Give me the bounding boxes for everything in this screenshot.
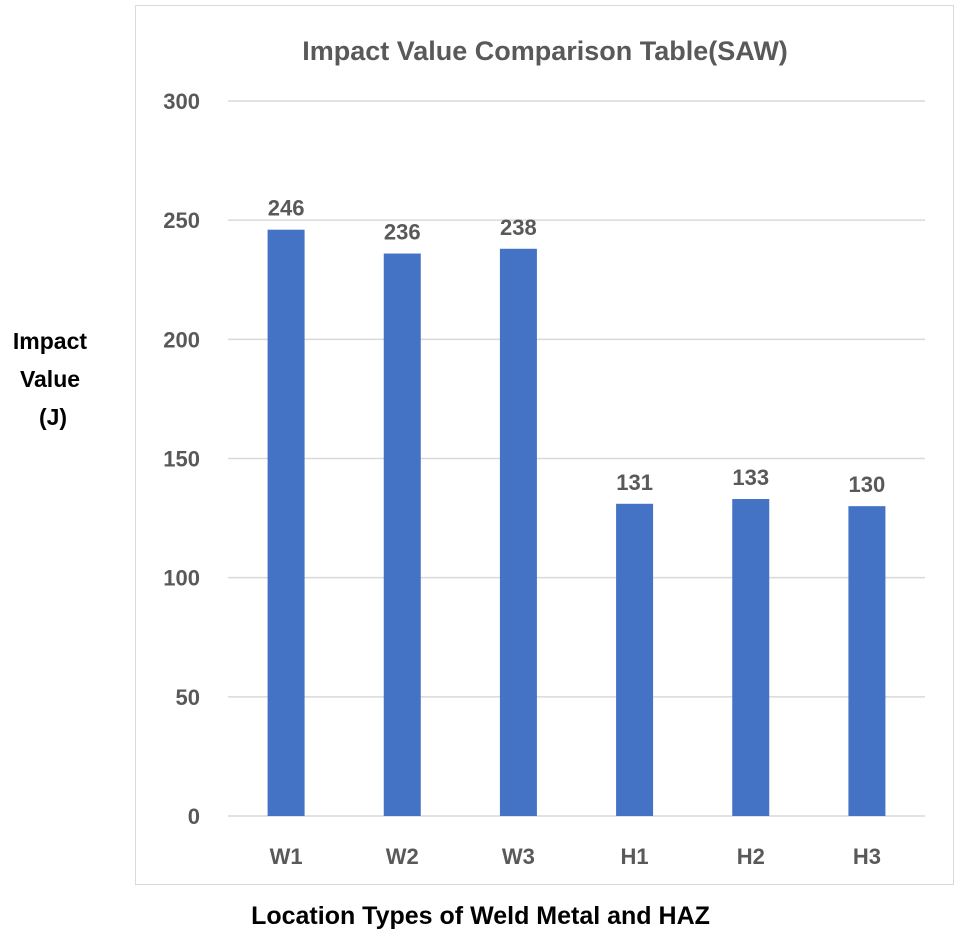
data-label-w3: 238	[500, 215, 537, 240]
bar-h1	[616, 503, 654, 816]
y-axis-title: Impact Value (J)	[0, 322, 100, 436]
y-axis-title-line-3: (J)	[38, 404, 68, 430]
x-tick-label-w3: W3	[502, 844, 535, 869]
data-label-h3: 130	[849, 472, 886, 497]
data-label-h2: 133	[732, 465, 769, 490]
x-tick-label-h3: H3	[853, 844, 881, 869]
y-axis-ticks: 0 50 100 150 200 250 300	[163, 89, 200, 829]
y-tick-label: 250	[163, 208, 200, 233]
data-label-w1: 246	[268, 196, 305, 221]
x-tick-label-h1: H1	[621, 844, 649, 869]
bar-w1	[267, 229, 305, 816]
bar-h2	[732, 499, 770, 816]
y-axis-title-line-1: Impact	[12, 328, 88, 354]
chart-title: Impact Value Comparison Table(SAW)	[302, 36, 788, 66]
y-tick-label: 50	[176, 685, 200, 710]
y-tick-label: 100	[163, 566, 200, 591]
y-tick-label: 200	[163, 327, 200, 352]
x-axis-title: Location Types of Weld Metal and HAZ	[251, 902, 710, 930]
y-tick-label: 0	[188, 804, 200, 829]
bar-w2	[383, 253, 421, 817]
x-tick-label-w1: W1	[270, 844, 303, 869]
y-tick-label: 300	[163, 89, 200, 114]
y-tick-label: 150	[163, 447, 200, 472]
bar-h3	[848, 506, 886, 816]
x-axis-ticks: W1 W2 W3 H1 H2 H3	[270, 844, 881, 869]
y-axis-title-line-2: Value	[19, 366, 81, 392]
data-labels: 246 236 238 131 133 130	[268, 196, 886, 497]
data-label-w2: 236	[384, 220, 421, 245]
data-label-h1: 131	[616, 470, 653, 495]
bars	[267, 229, 886, 817]
gridlines	[228, 100, 925, 817]
bar-w3	[499, 248, 537, 816]
x-tick-label-w2: W2	[386, 844, 419, 869]
x-tick-label-h2: H2	[737, 844, 765, 869]
